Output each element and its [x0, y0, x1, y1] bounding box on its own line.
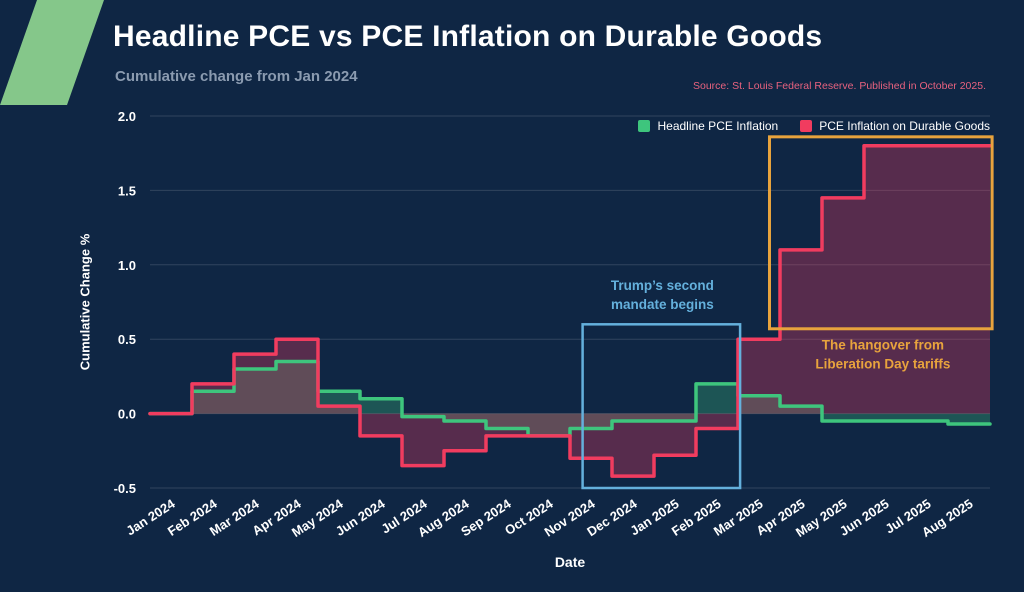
y-tick-label: 2.0 — [118, 109, 136, 124]
chart-subtitle: Cumulative change from Jan 2024 — [115, 68, 358, 85]
series-line — [148, 144, 992, 478]
legend-item-durable-goods: PCE Inflation on Durable Goods — [800, 119, 990, 133]
annotation-label-tariffs: The hangover from — [822, 338, 944, 353]
y-tick-label: -0.5 — [114, 481, 136, 496]
y-tick-label: 1.5 — [118, 183, 136, 198]
legend-label-durable-goods: PCE Inflation on Durable Goods — [819, 119, 990, 133]
y-tick-label: 1.0 — [118, 258, 136, 273]
y-tick-label: 0.0 — [118, 407, 136, 422]
annotation-box-tariffs — [768, 135, 994, 331]
source-note: Source: St. Louis Federal Reserve. Publi… — [693, 80, 986, 92]
annotation-label-tariffs: Liberation Day tariffs — [815, 357, 950, 372]
chart-title: Headline PCE vs PCE Inflation on Durable… — [113, 20, 823, 53]
legend-item-headline-pce: Headline PCE Inflation — [638, 119, 778, 133]
y-tick-label: 0.5 — [118, 332, 136, 347]
annotation-box-mandate — [581, 323, 742, 490]
accent-parallelogram — [0, 0, 104, 105]
x-axis-title: Date — [554, 554, 586, 570]
legend: Headline PCE Inflation PCE Inflation on … — [638, 119, 990, 133]
series-area — [150, 145, 990, 477]
legend-swatch-green — [638, 120, 651, 132]
corner-accent-shape — [0, 0, 104, 105]
legend-swatch-pink — [800, 120, 813, 132]
y-axis-title: Cumulative Change % — [77, 233, 93, 371]
annotation-label-mandate: mandate begins — [611, 297, 714, 312]
legend-label-headline-pce: Headline PCE Inflation — [657, 119, 779, 133]
annotation-label-mandate: Trump’s second — [611, 278, 714, 293]
